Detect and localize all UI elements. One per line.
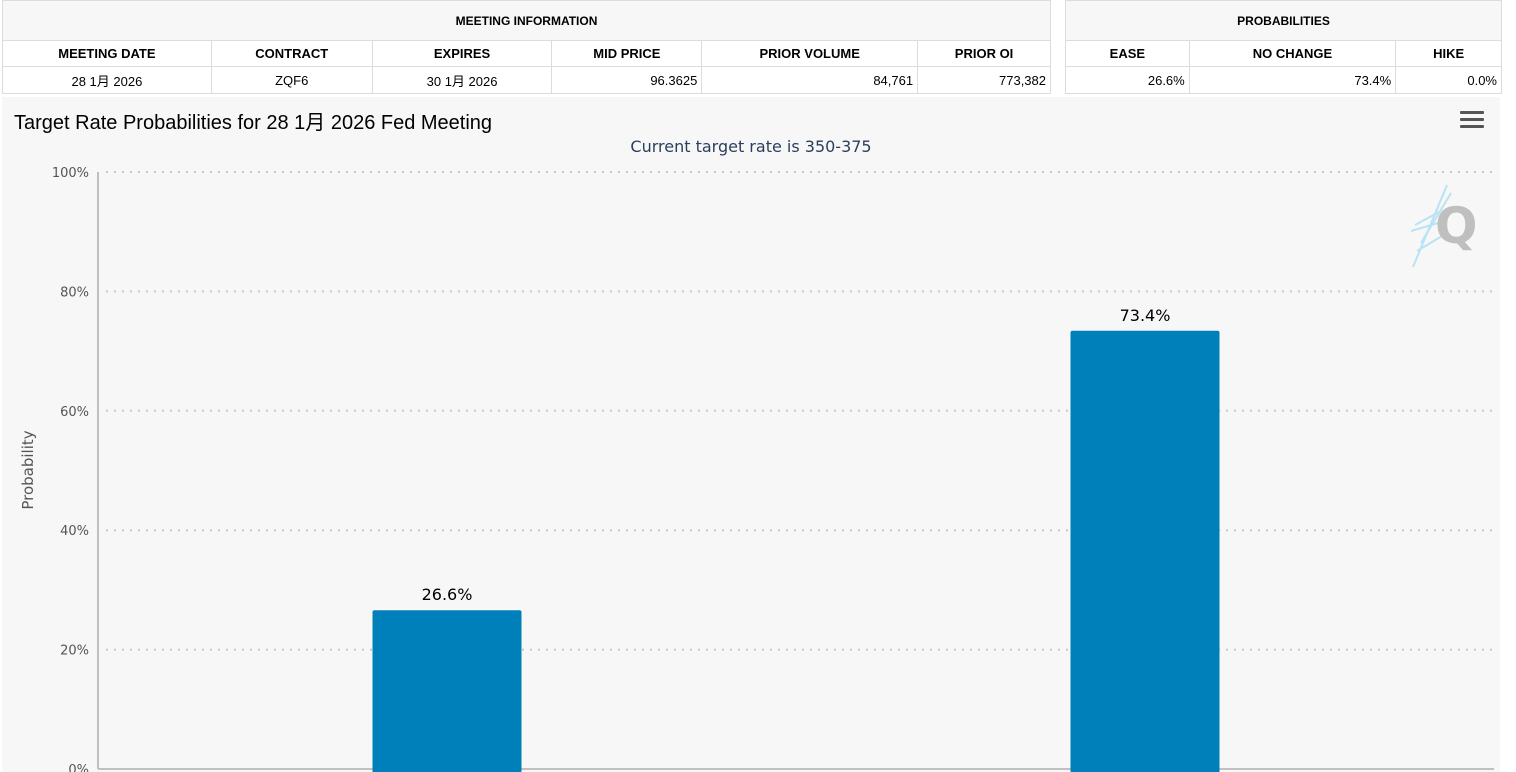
probabilities-header: PROBABILITIES bbox=[1065, 0, 1502, 41]
column-contract: CONTRACT bbox=[210, 40, 373, 67]
cell-meeting-date: 28 1月 2026 bbox=[2, 66, 212, 94]
y-tick-label: 0% bbox=[68, 763, 89, 772]
y-tick-label: 100% bbox=[52, 166, 89, 181]
cell-hike: 0.0% bbox=[1395, 66, 1502, 94]
column-hike: HIKE bbox=[1395, 40, 1502, 67]
bar[interactable] bbox=[372, 610, 522, 772]
bar-data-label: 73.4% bbox=[1120, 306, 1171, 325]
cell-prior-oi: 773,382 bbox=[917, 66, 1051, 94]
column-expires: EXPIRES bbox=[371, 40, 553, 67]
column-prior-volume: PRIOR VOLUME bbox=[701, 40, 919, 67]
table-row: 26.6% 73.4% 0.0% bbox=[1065, 66, 1502, 94]
column-meeting-date: MEETING DATE bbox=[2, 40, 212, 67]
cell-ease: 26.6% bbox=[1065, 66, 1190, 94]
cell-no-change: 73.4% bbox=[1188, 66, 1397, 94]
column-prior-oi: PRIOR OI bbox=[917, 40, 1051, 67]
cell-prior-volume: 84,761 bbox=[701, 66, 919, 94]
y-tick-label: 80% bbox=[60, 285, 89, 300]
column-ease: EASE bbox=[1065, 40, 1190, 67]
table-row: 28 1月 2026 ZQF6 30 1月 2026 96.3625 84,76… bbox=[2, 66, 1051, 94]
bar-data-label: 26.6% bbox=[422, 585, 473, 604]
chart-subtitle: Current target rate is 350-375 bbox=[630, 137, 872, 156]
cell-expires: 30 1月 2026 bbox=[371, 66, 553, 94]
meeting-information-header: MEETING INFORMATION bbox=[2, 0, 1051, 41]
cell-mid-price: 96.3625 bbox=[551, 66, 703, 94]
quikstrike-q-logo: Q bbox=[1410, 184, 1477, 268]
cell-contract: ZQF6 bbox=[210, 66, 373, 94]
chart-title: Target Rate Probabilities for 28 1月 2026… bbox=[14, 112, 493, 134]
hamburger-menu-icon[interactable] bbox=[1460, 111, 1484, 133]
y-tick-label: 60% bbox=[60, 405, 89, 420]
column-no-change: NO CHANGE bbox=[1188, 40, 1397, 67]
bar-chart: 0% 20% 40% 60% 80% 100% 26.6% 73.4% bbox=[52, 166, 1494, 772]
chart-panel: 0% 20% 40% 60% 80% 100% 26.6% 73.4% Target Rate… bbox=[2, 97, 1500, 772]
probabilities-table: PROBABILITIES EASE NO CHANGE HIKE 26.6% … bbox=[1065, 0, 1502, 94]
bar[interactable] bbox=[1070, 330, 1220, 772]
y-tick-label: 40% bbox=[60, 524, 89, 539]
y-axis-title: Probability bbox=[19, 430, 37, 510]
meeting-information-table: MEETING INFORMATION MEETING DATE CONTRAC… bbox=[2, 0, 1051, 94]
svg-text:Q: Q bbox=[1435, 197, 1477, 255]
column-mid-price: MID PRICE bbox=[551, 40, 703, 67]
y-tick-label: 20% bbox=[60, 644, 89, 659]
